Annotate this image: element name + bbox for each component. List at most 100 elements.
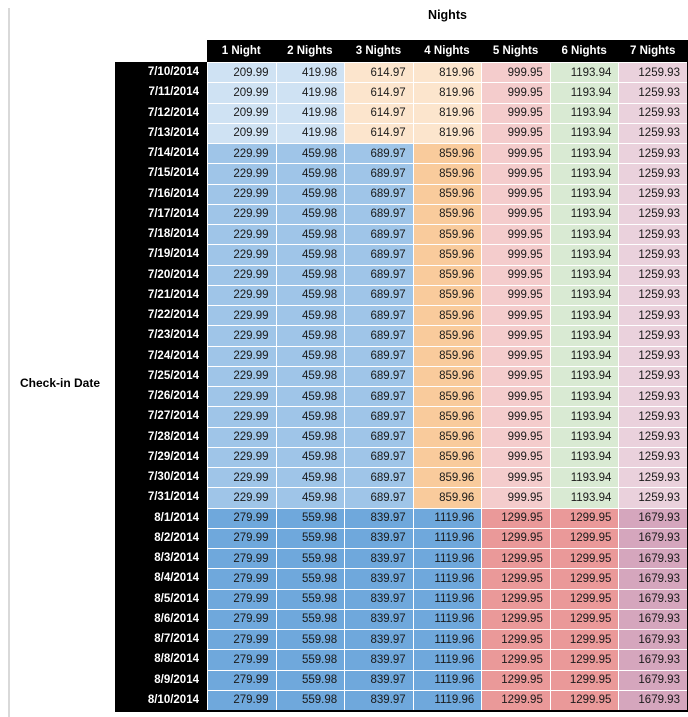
price-cell: 819.96 bbox=[412, 62, 482, 83]
price-cell: 1299.95 bbox=[481, 649, 550, 670]
price-cell: 209.99 bbox=[207, 102, 276, 123]
date-cell: 7/10/2014 bbox=[115, 62, 207, 83]
price-cell: 859.96 bbox=[412, 426, 482, 447]
price-cell: 1299.95 bbox=[549, 689, 619, 710]
price-cell: 459.98 bbox=[275, 284, 345, 305]
price-cell: 1119.96 bbox=[412, 507, 482, 528]
price-cell: 1193.94 bbox=[549, 386, 619, 407]
price-cell: 559.98 bbox=[275, 527, 345, 548]
date-cell: 7/19/2014 bbox=[115, 244, 207, 265]
price-cell: 1193.94 bbox=[549, 163, 619, 184]
price-cell: 859.96 bbox=[412, 446, 482, 467]
price-cell: 1119.96 bbox=[412, 548, 482, 569]
price-cell: 859.96 bbox=[412, 345, 482, 366]
price-cell: 859.96 bbox=[412, 325, 482, 346]
price-cell: 1193.94 bbox=[549, 264, 619, 285]
price-cell: 1679.93 bbox=[618, 568, 687, 589]
price-cell: 559.98 bbox=[275, 689, 345, 710]
price-cell: 1193.94 bbox=[549, 406, 619, 427]
nightly-rate-table: 1 Night 2 Nights 3 Nights 4 Nights 5 Nights 6… bbox=[115, 40, 688, 712]
price-cell: 559.98 bbox=[275, 548, 345, 569]
price-cell: 859.96 bbox=[412, 386, 482, 407]
price-cell: 1193.94 bbox=[549, 487, 619, 508]
price-cell: 1259.93 bbox=[618, 406, 687, 427]
date-cell: 7/18/2014 bbox=[115, 224, 207, 245]
price-cell: 1679.93 bbox=[618, 669, 687, 690]
price-cell: 819.96 bbox=[412, 122, 482, 143]
price-cell: 1193.94 bbox=[549, 345, 619, 366]
price-cell: 999.95 bbox=[481, 305, 550, 326]
price-cell: 1259.93 bbox=[618, 264, 687, 285]
price-cell: 1299.95 bbox=[481, 608, 550, 629]
price-cell: 859.96 bbox=[412, 224, 482, 245]
date-cell: 7/24/2014 bbox=[115, 345, 207, 366]
price-cell: 819.96 bbox=[412, 102, 482, 123]
price-cell: 1299.95 bbox=[549, 629, 619, 650]
sheet-left-gridline bbox=[8, 8, 10, 717]
price-cell: 229.99 bbox=[207, 244, 276, 265]
price-cell: 1119.96 bbox=[412, 649, 482, 670]
price-cell: 614.97 bbox=[344, 82, 413, 103]
price-cell: 1299.95 bbox=[549, 507, 619, 528]
price-cell: 1679.93 bbox=[618, 527, 687, 548]
price-cell: 559.98 bbox=[275, 649, 345, 670]
price-cell: 839.97 bbox=[344, 548, 413, 569]
price-cell: 209.99 bbox=[207, 82, 276, 103]
price-cell: 459.98 bbox=[275, 264, 345, 285]
price-cell: 1119.96 bbox=[412, 629, 482, 650]
price-cell: 1259.93 bbox=[618, 183, 687, 204]
date-cell: 7/14/2014 bbox=[115, 143, 207, 164]
price-cell: 689.97 bbox=[344, 365, 413, 386]
price-cell: 999.95 bbox=[481, 426, 550, 447]
price-cell: 279.99 bbox=[207, 689, 276, 710]
price-cell: 839.97 bbox=[344, 669, 413, 690]
price-cell: 279.99 bbox=[207, 669, 276, 690]
price-cell: 1259.93 bbox=[618, 446, 687, 467]
date-cell: 7/13/2014 bbox=[115, 122, 207, 143]
date-cell: 7/17/2014 bbox=[115, 203, 207, 224]
price-cell: 689.97 bbox=[344, 426, 413, 447]
price-cell: 999.95 bbox=[481, 284, 550, 305]
price-cell: 839.97 bbox=[344, 649, 413, 670]
price-cell: 839.97 bbox=[344, 689, 413, 710]
price-cell: 859.96 bbox=[412, 284, 482, 305]
price-cell: 279.99 bbox=[207, 507, 276, 528]
price-cell: 1259.93 bbox=[618, 345, 687, 366]
price-cell: 689.97 bbox=[344, 284, 413, 305]
price-cell: 1259.93 bbox=[618, 163, 687, 184]
price-cell: 689.97 bbox=[344, 264, 413, 285]
price-cell: 859.96 bbox=[412, 143, 482, 164]
price-cell: 1679.93 bbox=[618, 507, 687, 528]
price-cell: 839.97 bbox=[344, 507, 413, 528]
column-header: 2 Nights bbox=[275, 40, 345, 62]
price-cell: 999.95 bbox=[481, 62, 550, 83]
price-cell: 459.98 bbox=[275, 487, 345, 508]
price-cell: 1299.95 bbox=[481, 669, 550, 690]
price-cell: 1299.95 bbox=[481, 548, 550, 569]
price-cell: 1259.93 bbox=[618, 62, 687, 83]
price-cell: 689.97 bbox=[344, 325, 413, 346]
price-cell: 1679.93 bbox=[618, 588, 687, 609]
price-cell: 419.98 bbox=[275, 62, 345, 83]
price-cell: 1193.94 bbox=[549, 102, 619, 123]
price-cell: 1299.95 bbox=[549, 548, 619, 569]
price-cell: 459.98 bbox=[275, 406, 345, 427]
price-cell: 1193.94 bbox=[549, 143, 619, 164]
date-cell: 7/31/2014 bbox=[115, 487, 207, 508]
date-cell: 7/22/2014 bbox=[115, 305, 207, 326]
column-header: 3 Nights bbox=[344, 40, 413, 62]
price-cell: 1259.93 bbox=[618, 82, 687, 103]
price-cell: 689.97 bbox=[344, 305, 413, 326]
price-cell: 229.99 bbox=[207, 305, 276, 326]
price-cell: 419.98 bbox=[275, 102, 345, 123]
price-cell: 999.95 bbox=[481, 224, 550, 245]
price-cell: 614.97 bbox=[344, 62, 413, 83]
date-cell: 8/7/2014 bbox=[115, 629, 207, 650]
price-cell: 1259.93 bbox=[618, 305, 687, 326]
price-cell: 689.97 bbox=[344, 163, 413, 184]
price-cell: 999.95 bbox=[481, 406, 550, 427]
date-cell: 7/23/2014 bbox=[115, 325, 207, 346]
price-cell: 999.95 bbox=[481, 143, 550, 164]
price-cell: 459.98 bbox=[275, 345, 345, 366]
price-cell: 1299.95 bbox=[481, 629, 550, 650]
